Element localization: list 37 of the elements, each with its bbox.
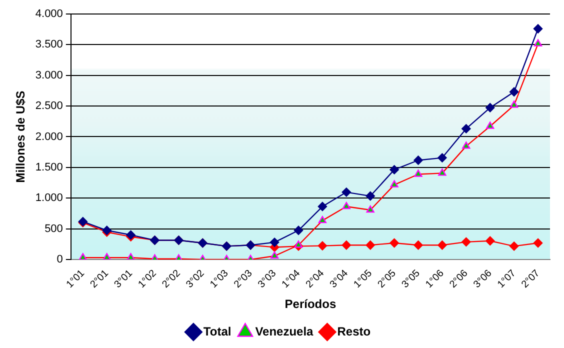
point [438,240,447,250]
legend-label: Total [203,324,232,338]
point [486,236,495,246]
point [414,156,423,165]
point [509,242,519,251]
point [342,240,351,250]
point [390,165,399,174]
y-tick-label: 3.500 [35,38,63,51]
point [342,188,351,197]
y-tick-label: 500 [44,222,63,235]
legend-label: Venezuela [255,324,314,338]
point [366,240,375,250]
y-axis-title: Millones de U$S [14,90,28,183]
point [366,191,375,201]
point [270,238,280,247]
y-tick-label: 4.000 [35,8,63,20]
point [390,238,399,248]
point [462,124,471,134]
y-tick-label: 1.000 [35,192,63,204]
y-tick-label: 2.500 [35,100,63,112]
point [414,240,423,250]
point [438,153,447,162]
legend-label: Resto [337,324,371,338]
point [509,87,519,96]
point [294,226,304,235]
x-tick-label: 3°01 [112,268,136,290]
point [533,238,543,248]
y-tick-label: 2.000 [35,130,63,143]
x-axis-title: Períodos [284,297,336,312]
point [318,202,328,212]
point [318,241,328,250]
point [533,24,543,34]
y-tick-label: 0 [56,254,63,266]
y-tick-label: 1.500 [35,161,63,174]
point [462,237,471,247]
point [486,103,495,112]
y-tick-label: 3.000 [35,69,63,82]
